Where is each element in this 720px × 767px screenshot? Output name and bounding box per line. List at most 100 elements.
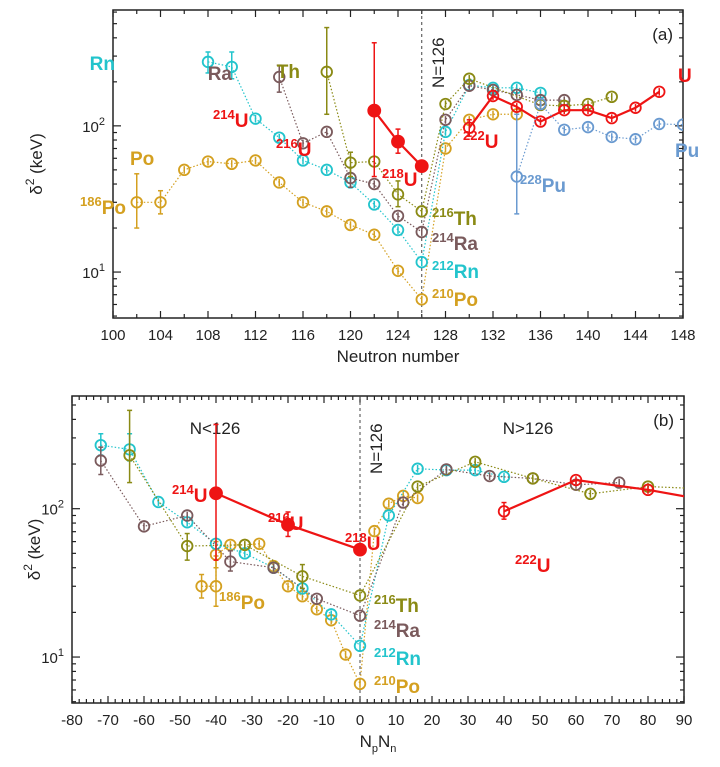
isotope-label: Rn xyxy=(90,54,115,75)
y-tick-label: 101 xyxy=(41,647,64,667)
data-point-Po xyxy=(382,497,396,510)
data-point-Ra xyxy=(439,113,452,126)
data-point-Rn xyxy=(415,255,428,269)
data-point-Po xyxy=(281,580,295,593)
data-point-Ra xyxy=(320,125,333,139)
x-tick-label: 120 xyxy=(338,327,363,344)
data-point-Th xyxy=(463,72,476,85)
isotope-label: 214Ra xyxy=(374,617,420,642)
data-point-Ra xyxy=(137,520,151,533)
data-point-Th xyxy=(180,539,194,553)
series-line-U xyxy=(503,478,684,513)
isotope-label: 210Po xyxy=(374,673,420,698)
series-line-Th xyxy=(326,71,612,213)
data-point-Po xyxy=(253,537,266,550)
data-point-U xyxy=(605,111,618,125)
data-point-Rn xyxy=(411,462,424,475)
x-tick-label: -60 xyxy=(133,712,155,729)
isotope-label: 214U xyxy=(172,482,207,507)
data-point-U xyxy=(391,134,405,149)
data-point-Th xyxy=(391,188,405,201)
isotope-label: Ra xyxy=(208,64,233,85)
data-point-Th xyxy=(700,484,711,495)
data-point-U xyxy=(715,497,720,508)
isotope-label: 218U xyxy=(382,166,417,191)
x-tick-label: 128 xyxy=(433,327,458,344)
x-tick-label: 132 xyxy=(480,327,505,344)
x-tick-label: 136 xyxy=(528,327,553,344)
data-point-Po xyxy=(486,108,500,121)
isotope-label: 214Ra xyxy=(432,230,478,255)
data-point-Po xyxy=(154,196,167,209)
data-point-Th xyxy=(439,97,452,111)
isotope-label: 216Th xyxy=(432,205,477,230)
data-point-U xyxy=(558,103,571,117)
data-point-Pu xyxy=(676,118,683,131)
isotope-label: 216Th xyxy=(374,592,419,617)
y-tick-label: 102 xyxy=(41,499,64,519)
data-point-Ra xyxy=(180,509,194,522)
x-tick-label: 60 xyxy=(568,712,585,729)
data-point-Rn xyxy=(201,55,215,69)
data-point-Rn xyxy=(353,639,367,653)
data-point-Ra xyxy=(483,469,496,483)
data-point-Th xyxy=(584,487,597,501)
data-point-Ra xyxy=(224,555,237,568)
data-point-Th xyxy=(526,472,540,485)
data-point-Th xyxy=(344,156,357,169)
data-point-U xyxy=(497,505,511,518)
data-point-Po xyxy=(368,228,381,241)
data-point-Po xyxy=(195,580,208,593)
x-axis-label: NpNn xyxy=(360,732,397,755)
data-point-Th xyxy=(411,480,424,493)
n126-label: N=126 xyxy=(429,37,448,88)
data-point-Rn xyxy=(325,608,338,621)
data-point-U xyxy=(281,517,295,532)
isotope-label: 212Rn xyxy=(432,258,479,283)
x-tick-label: -50 xyxy=(169,712,191,729)
data-point-Po xyxy=(249,154,262,167)
x-tick-label: 90 xyxy=(676,712,693,729)
x-tick-label: -80 xyxy=(61,712,83,729)
region-label-left: N<126 xyxy=(190,419,241,438)
isotope-label: 222U xyxy=(463,128,498,153)
data-point-Pu xyxy=(510,170,523,183)
data-point-Rn xyxy=(296,154,310,167)
data-point-Ra xyxy=(415,225,428,239)
data-point-Po xyxy=(391,264,405,277)
data-point-U xyxy=(209,486,223,501)
data-point-Rn xyxy=(225,60,238,74)
y-tick-label: 102 xyxy=(82,116,105,136)
data-point-Th xyxy=(238,538,252,552)
x-tick-label: 70 xyxy=(604,712,621,729)
x-tick-label: 104 xyxy=(148,327,173,344)
data-point-Rn xyxy=(382,509,396,522)
data-point-Po xyxy=(225,157,238,171)
data-point-Pu xyxy=(605,130,618,144)
x-tick-label: 116 xyxy=(291,327,315,344)
data-point-Ra xyxy=(310,592,324,605)
x-tick-label: 148 xyxy=(670,327,695,344)
series-line-Rn xyxy=(100,444,505,648)
panel-label: (a) xyxy=(652,25,673,44)
x-tick-label: -70 xyxy=(97,712,119,729)
data-point-Ra xyxy=(273,70,286,84)
x-tick-label: 100 xyxy=(100,327,125,344)
data-point-U xyxy=(581,103,595,117)
isotope-label: 222U xyxy=(515,552,550,577)
data-point-Rn xyxy=(368,198,381,211)
isotope-label: 186Po xyxy=(80,194,126,219)
data-point-Pu xyxy=(558,123,571,136)
region-label-right: N>126 xyxy=(503,419,554,438)
isotope-label: Pu xyxy=(675,141,699,162)
data-point-Th xyxy=(320,65,333,79)
data-point-Ra xyxy=(368,177,381,191)
data-point-Ra xyxy=(613,476,626,489)
data-point-Rn xyxy=(249,112,262,125)
isotope-label: U xyxy=(678,66,692,87)
x-tick-label: -30 xyxy=(241,712,263,729)
isotope-label: 210Po xyxy=(432,286,478,311)
data-point-Po xyxy=(201,155,215,168)
data-point-Th xyxy=(469,455,482,469)
